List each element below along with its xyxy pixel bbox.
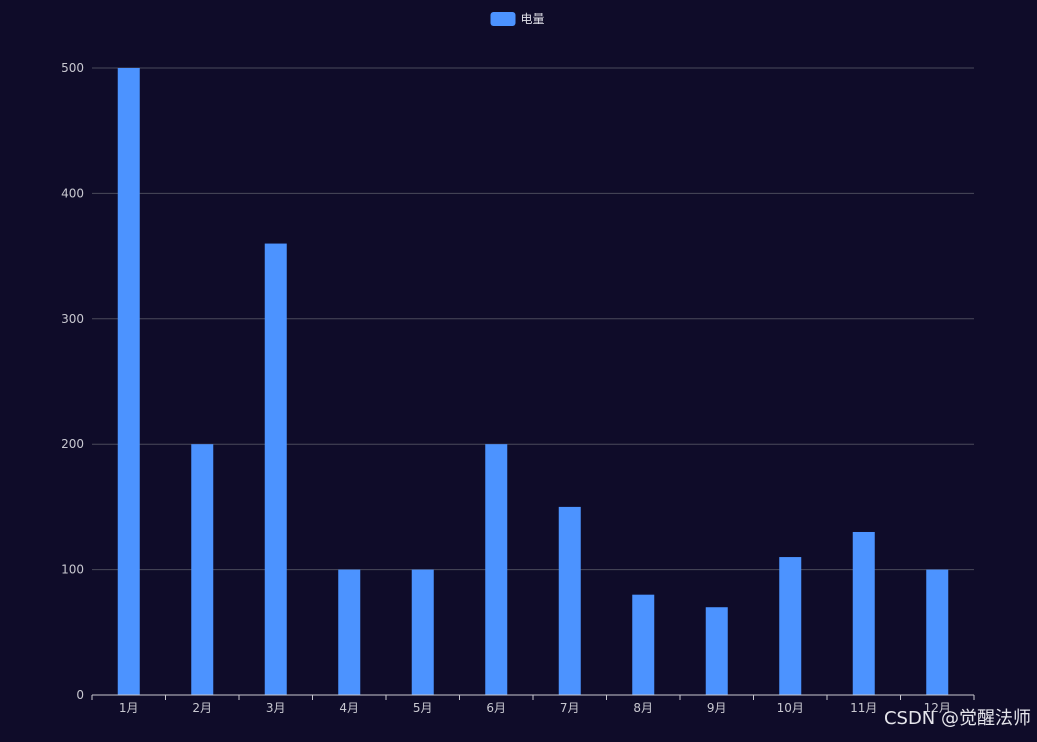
x-tick-label: 6月 (486, 701, 506, 715)
y-tick-label: 100 (61, 563, 84, 577)
x-tick-label: 1月 (119, 701, 139, 715)
bar-5[interactable] (411, 569, 434, 695)
y-axis-tick-labels: 0 100 200 300 400 500 (61, 61, 84, 702)
bar-9[interactable] (705, 607, 728, 695)
legend-label[interactable]: 电量 (521, 12, 545, 26)
y-tick-label: 200 (61, 437, 84, 451)
bar-6[interactable] (485, 444, 508, 695)
bar-10[interactable] (779, 557, 802, 695)
x-tick-label: 4月 (339, 701, 359, 715)
bar-3[interactable] (264, 243, 287, 695)
x-tick-label: 12月 (924, 701, 951, 715)
bar-12[interactable] (926, 569, 949, 695)
bar-11[interactable] (852, 531, 875, 695)
x-tick-label: 3月 (266, 701, 286, 715)
y-tick-label: 400 (61, 186, 84, 200)
x-tick-label: 10月 (777, 701, 804, 715)
legend[interactable]: 电量 (490, 12, 545, 26)
x-tick-label: 5月 (413, 701, 433, 715)
y-tick-label: 300 (61, 312, 84, 326)
x-tick-label: 11月 (850, 701, 877, 715)
x-tick-label: 9月 (707, 701, 727, 715)
legend-swatch[interactable] (490, 12, 516, 26)
bar-7[interactable] (558, 506, 581, 695)
watermark-text: CSDN @觉醒法师 (883, 708, 1031, 729)
y-tick-label: 0 (76, 688, 84, 702)
bar-4[interactable] (338, 569, 361, 695)
y-tick-label: 500 (61, 61, 84, 75)
bar-1[interactable] (117, 68, 140, 695)
x-tick-label: 8月 (633, 701, 653, 715)
x-axis: 1月 2月 3月 4月 5月 6月 7月 8月 9月 10月 11月 12月 (91, 694, 975, 715)
bar-8[interactable] (632, 594, 655, 695)
grid-lines (92, 67, 974, 571)
x-tick-label: 7月 (560, 701, 580, 715)
x-tick-label: 2月 (192, 701, 212, 715)
bars (117, 68, 949, 695)
bar-2[interactable] (191, 444, 214, 695)
